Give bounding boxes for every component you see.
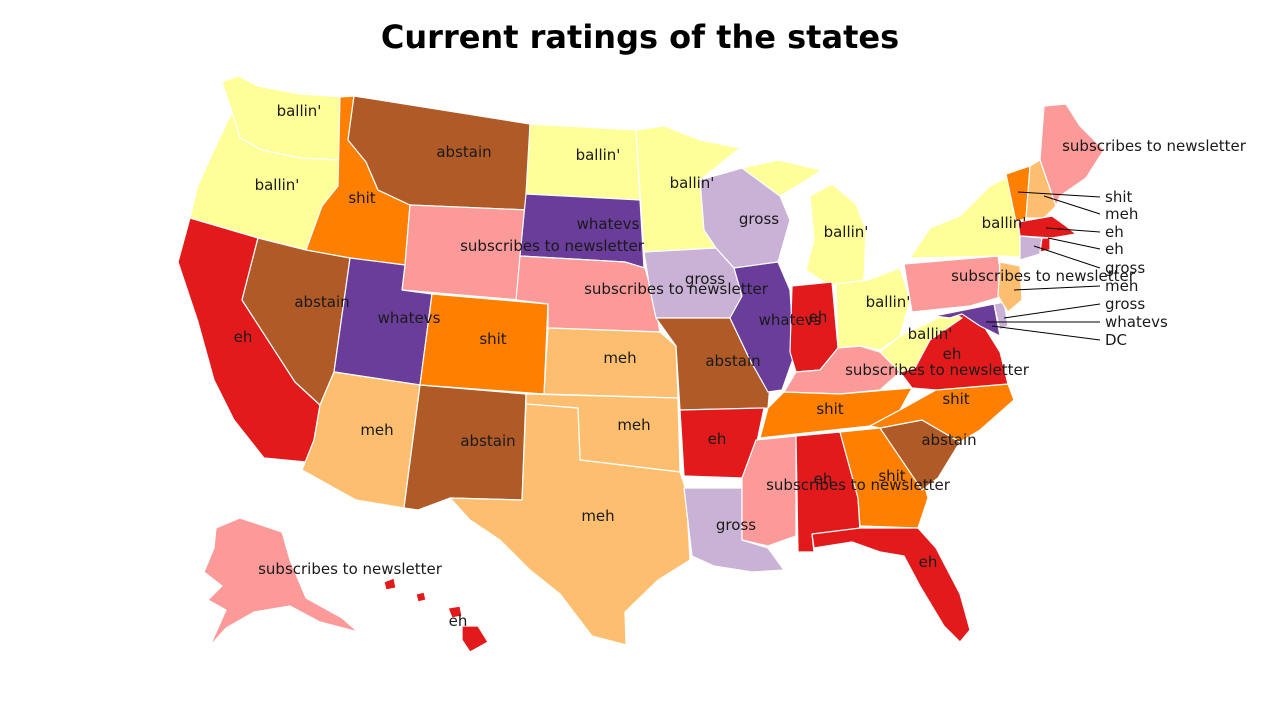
state-ma[interactable]	[1017, 215, 1077, 239]
state-label-tx: meh	[581, 507, 614, 525]
state-ks[interactable]	[543, 327, 679, 399]
state-label-fl: eh	[919, 553, 938, 571]
state-ak[interactable]	[203, 517, 359, 647]
callout-label-0: shit	[1105, 188, 1132, 206]
callout-label-5: meh	[1105, 277, 1138, 295]
state-label-sc: abstain	[921, 431, 976, 449]
callout-line-6	[1003, 303, 1101, 319]
state-nh[interactable]	[1025, 159, 1057, 219]
state-hi[interactable]	[383, 577, 489, 653]
state-label-nv: abstain	[294, 293, 349, 311]
state-me[interactable]	[1039, 103, 1105, 207]
state-label-ms: subscribes to newsletter	[766, 476, 951, 494]
state-label-az: meh	[360, 421, 393, 439]
state-label-ga: shit	[878, 467, 905, 485]
state-label-wi: gross	[739, 210, 779, 228]
state-label-ne: subscribes to newsletter	[584, 280, 769, 298]
state-label-il: whatevs	[759, 311, 822, 329]
state-label-la: gross	[716, 516, 756, 534]
callout-label-4: gross	[1105, 259, 1145, 277]
state-label-ut: whatevs	[378, 309, 441, 327]
callout-line-4	[1033, 245, 1101, 269]
state-label-co: shit	[479, 330, 506, 348]
state-label-pa: subscribes to newsletter	[951, 267, 1136, 285]
state-label-mi: ballin'	[824, 223, 869, 241]
state-label-in: eh	[809, 308, 828, 326]
state-nj[interactable]	[997, 261, 1023, 313]
state-label-ky: subscribes to newsletter	[845, 361, 1030, 379]
state-label-sd: whatevs	[577, 215, 640, 233]
state-label-ks: meh	[603, 349, 636, 367]
state-tx[interactable]	[449, 403, 691, 646]
callout-label-3: eh	[1105, 240, 1124, 258]
labels-layer: ballin' ballin' eh shit abstain abstain subscr…	[234, 102, 1247, 630]
callout-line-0	[1017, 191, 1101, 198]
state-label-ar: eh	[708, 430, 727, 448]
callout-label-1: meh	[1105, 205, 1138, 223]
state-il[interactable]	[729, 261, 795, 393]
state-de[interactable]	[993, 301, 1009, 331]
state-label-hi: eh	[449, 612, 468, 630]
state-label-ia: gross	[685, 270, 725, 288]
state-label-wv: ballin'	[908, 325, 953, 343]
state-label-ak: subscribes to newsletter	[258, 560, 443, 578]
state-pa[interactable]	[903, 255, 1005, 313]
state-label-ca: eh	[234, 328, 253, 346]
state-label-nm: abstain	[460, 432, 515, 450]
state-wv[interactable]	[879, 311, 963, 373]
state-label-id: shit	[348, 189, 375, 207]
state-label-me: subscribes to newsletter	[1062, 137, 1247, 155]
state-label-wy: subscribes to newsletter	[460, 237, 645, 255]
state-label-nd: ballin'	[576, 146, 621, 164]
callout-label-7: whatevs	[1105, 313, 1168, 331]
callout-line-8	[991, 325, 1101, 341]
state-label-mo: abstain	[705, 352, 760, 370]
callout-label-2: eh	[1105, 223, 1124, 241]
state-label-mn: ballin'	[670, 174, 715, 192]
state-label-ok: meh	[617, 416, 650, 434]
state-label-oh: ballin'	[866, 293, 911, 311]
state-label-va: eh	[943, 345, 962, 363]
state-label-wa: ballin'	[277, 102, 322, 120]
callout-line-5	[1013, 285, 1101, 291]
state-tn[interactable]	[759, 387, 913, 439]
callout-line-2	[1045, 227, 1101, 233]
callout-label-6: gross	[1105, 295, 1145, 313]
state-label-mt: abstain	[436, 143, 491, 161]
states-layer	[177, 75, 1105, 653]
state-label-al: eh	[814, 470, 833, 488]
state-label-tn: shit	[816, 400, 843, 418]
map-title: Current ratings of the states	[380, 18, 900, 56]
state-label-nc: shit	[942, 390, 969, 408]
callout-line-1	[1043, 195, 1101, 215]
callout-line-3	[1047, 237, 1101, 250]
state-label-ny: ballin'	[982, 214, 1027, 232]
callout-lines	[986, 191, 1101, 341]
state-ct[interactable]	[1019, 235, 1043, 261]
state-fl[interactable]	[811, 527, 971, 643]
state-wy[interactable]	[401, 204, 529, 301]
callout-label-8: DC	[1105, 331, 1127, 349]
state-label-or: ballin'	[255, 176, 300, 194]
